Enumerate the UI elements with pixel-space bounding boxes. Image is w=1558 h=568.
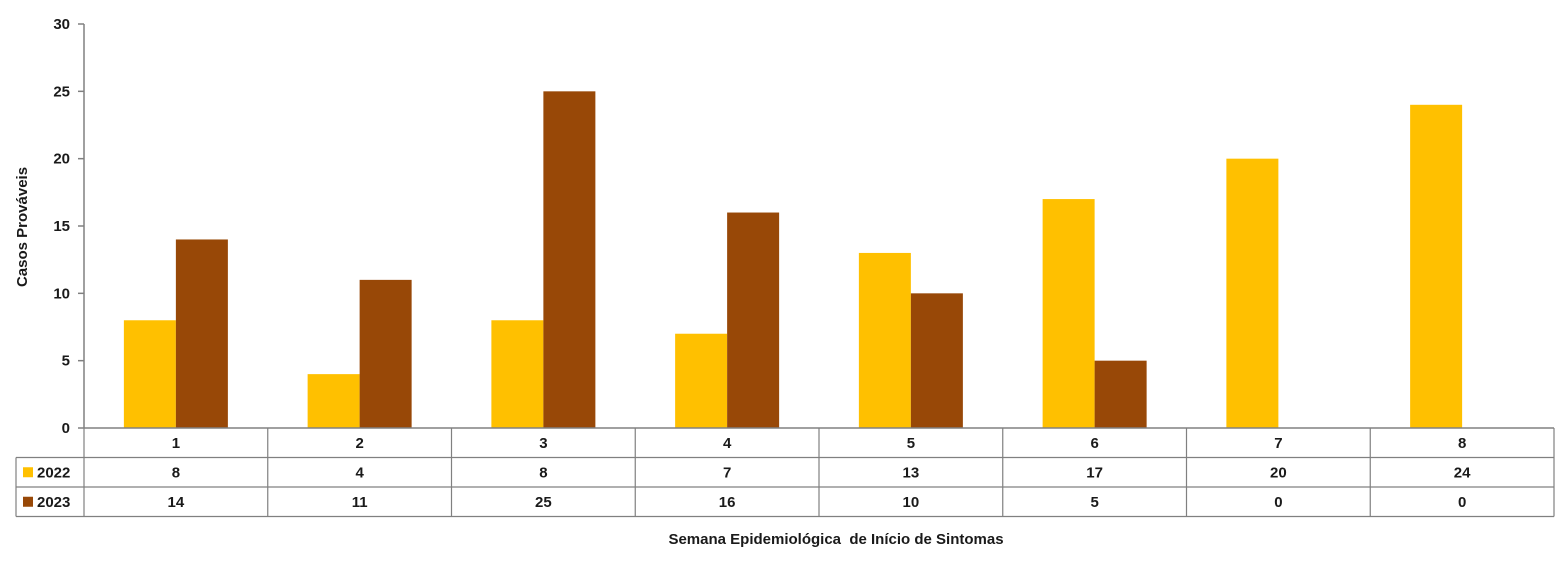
bar-2023-week-5 xyxy=(910,293,963,428)
x-tick-label: 8 xyxy=(1458,435,1466,452)
y-axis-title: Casos Prováveis xyxy=(14,167,31,287)
x-tick-label: 5 xyxy=(907,435,915,452)
x-axis-title: Semana Epidemiológica de Início de Sinto… xyxy=(668,531,1003,548)
table-cell-2022-week-7: 20 xyxy=(1270,464,1287,481)
y-tick-label: 25 xyxy=(53,83,70,100)
y-tick-label: 15 xyxy=(53,218,70,235)
bar-2023-week-1 xyxy=(175,239,228,428)
bars-layer xyxy=(123,91,1463,429)
bar-2023-week-2 xyxy=(359,279,412,428)
table-cell-2022-week-4: 7 xyxy=(723,464,731,481)
bar-2022-week-8 xyxy=(1410,104,1463,429)
bar-2022-week-5 xyxy=(858,252,911,428)
x-tick-label: 2 xyxy=(355,435,363,452)
table-cell-2023-week-7: 0 xyxy=(1274,494,1282,511)
bar-2022-week-2 xyxy=(307,374,360,428)
y-tick-label: 5 xyxy=(62,353,70,370)
y-tick-label: 20 xyxy=(53,151,70,168)
bar-2022-week-1 xyxy=(123,320,176,428)
table-cell-2023-week-3: 25 xyxy=(535,494,552,511)
x-tick-label: 4 xyxy=(723,435,732,452)
table-cell-2023-week-8: 0 xyxy=(1458,494,1466,511)
bar-2023-week-3 xyxy=(543,91,596,428)
data-table: 1 2 3 4 5 6 7 8 2022 8 4 8 7 13 17 20 24 2023 14 11 25 16 10 5 0… xyxy=(15,427,1555,518)
legend-label-2023: 2023 xyxy=(37,494,70,511)
bar-2022-week-4 xyxy=(675,333,728,428)
bar-2022-week-3 xyxy=(491,320,544,428)
table-cell-2022-week-5: 13 xyxy=(903,464,920,481)
y-tick-label: 30 xyxy=(53,16,70,33)
x-tick-label: 6 xyxy=(1090,435,1098,452)
bar-2022-week-6 xyxy=(1042,199,1095,428)
table-cell-2023-week-1: 14 xyxy=(168,494,185,511)
y-tick-label: 0 xyxy=(62,420,70,437)
table-cell-2023-week-4: 16 xyxy=(719,494,736,511)
legend-swatch-2023 xyxy=(23,496,33,507)
table-cell-2023-week-6: 5 xyxy=(1090,494,1098,511)
table-cell-2022-week-6: 17 xyxy=(1086,464,1103,481)
table-cell-2022-week-3: 8 xyxy=(539,464,547,481)
legend-label-2022: 2022 xyxy=(37,464,70,481)
table-cell-2023-week-5: 10 xyxy=(903,494,920,511)
x-tick-label: 7 xyxy=(1274,435,1282,452)
x-tick-label: 3 xyxy=(539,435,547,452)
y-tick-label: 10 xyxy=(53,285,70,302)
x-tick-label: 1 xyxy=(172,435,180,452)
bar-2023-week-4 xyxy=(727,212,780,428)
table-cell-2022-week-8: 24 xyxy=(1454,464,1471,481)
legend-swatch-2022 xyxy=(23,467,33,478)
bar-2022-week-7 xyxy=(1226,158,1279,428)
bar-2023-week-6 xyxy=(1094,360,1147,428)
table-cell-2022-week-1: 8 xyxy=(172,464,180,481)
axis-layer: 0 5 10 15 20 25 30 xyxy=(53,16,85,437)
table-cell-2023-week-2: 11 xyxy=(352,494,368,511)
table-cell-2022-week-2: 4 xyxy=(355,464,364,481)
